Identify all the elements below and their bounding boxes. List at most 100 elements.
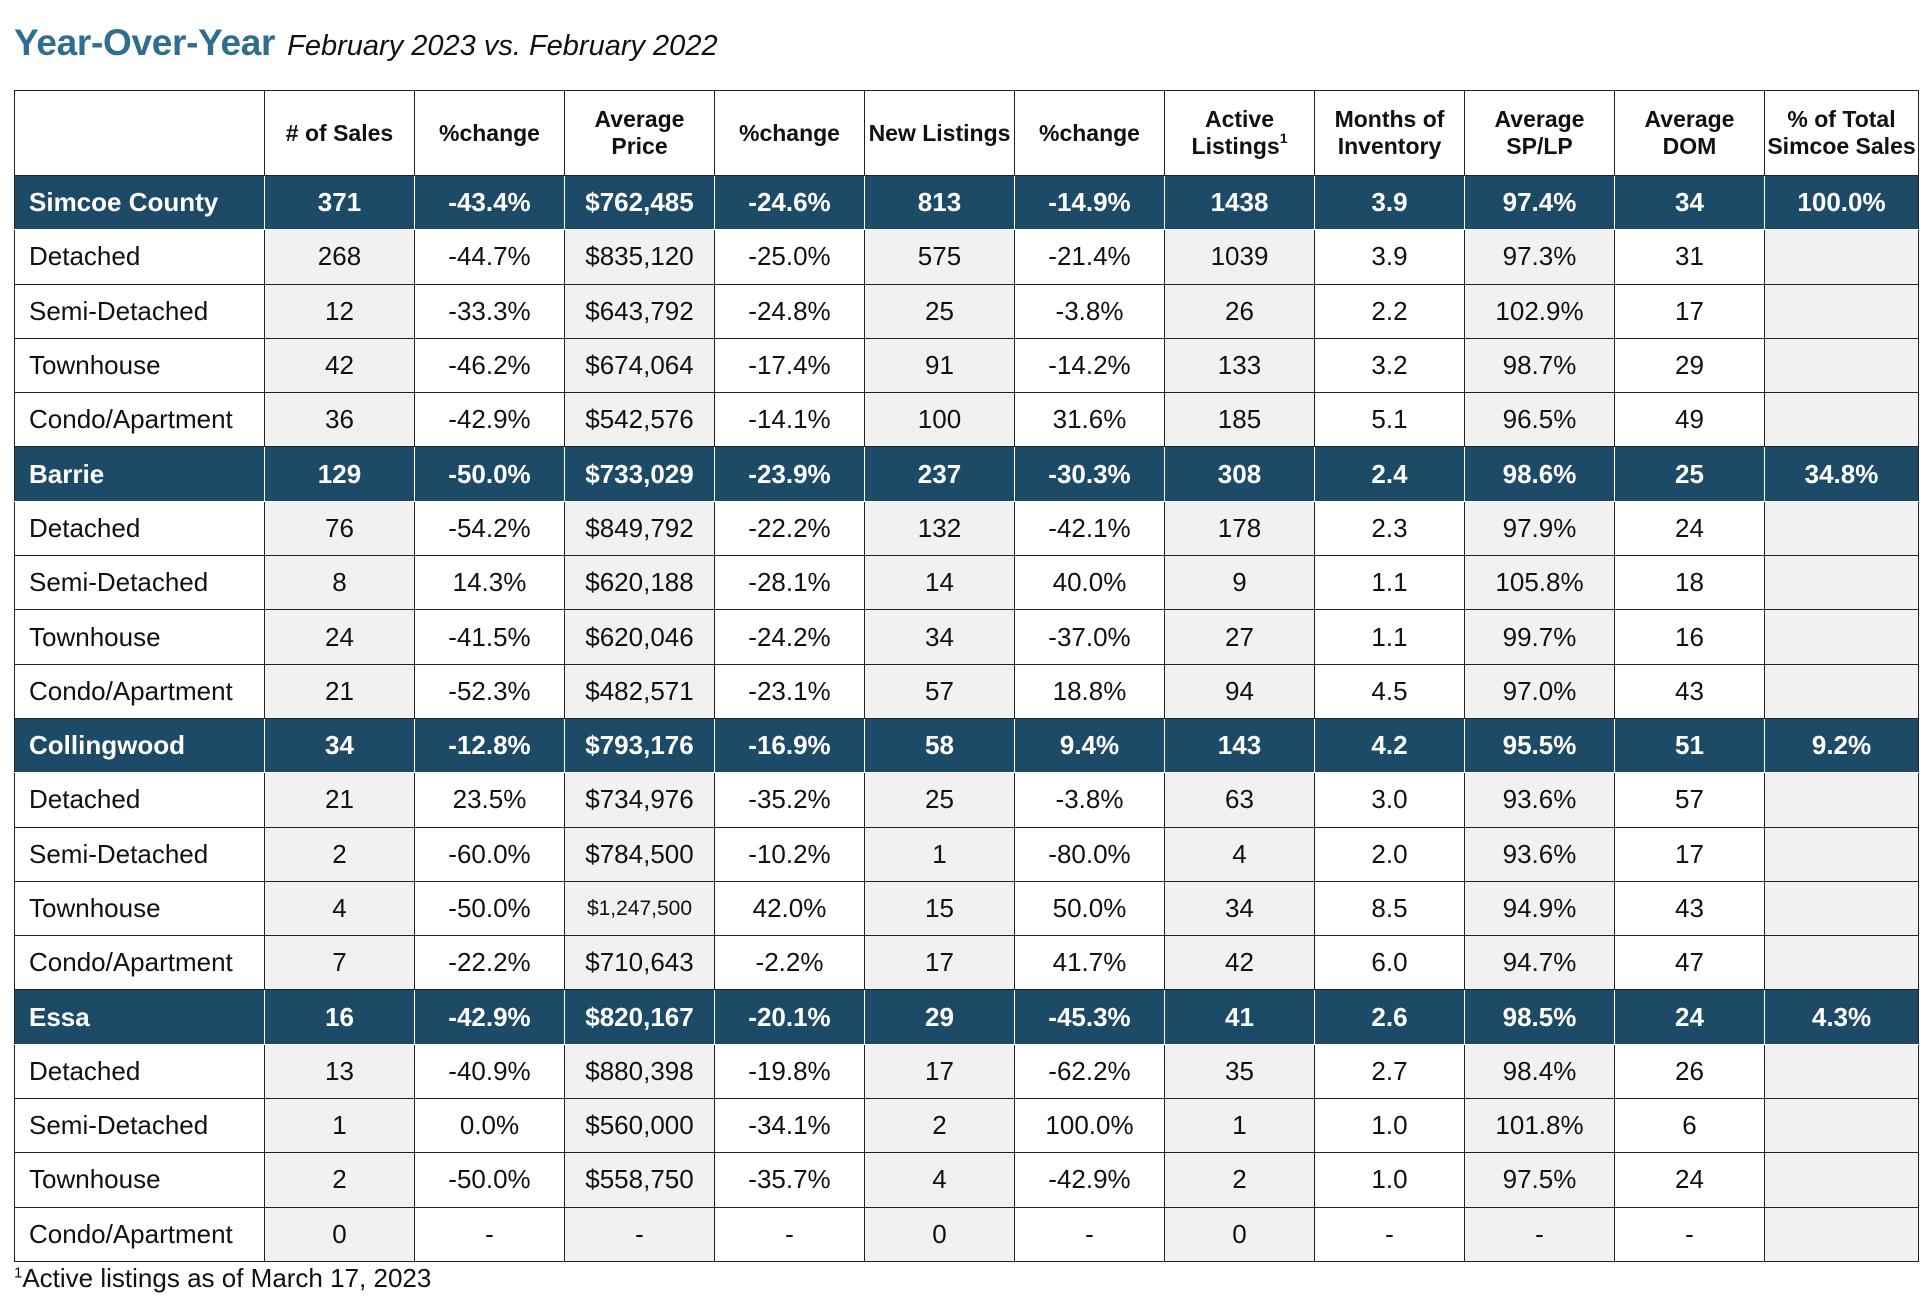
cell-new-listings: 4 [864, 1152, 1015, 1208]
cell-listings-change: -42.1% [1014, 500, 1165, 557]
cell-sales: 12 [264, 283, 415, 339]
cell-price-change: - [714, 1206, 865, 1262]
cell-listings-change: -30.3% [1014, 446, 1165, 502]
cell-months-inventory: 2.6 [1314, 989, 1465, 1045]
cell-sales: 2 [264, 1152, 415, 1208]
table-row: Condo/Apartment 21 -52.3% $482,571 -23.1% 57 1… [14, 663, 1919, 719]
header-cell-average-dom: Average DOM [1614, 90, 1765, 176]
cell-new-listings: 237 [864, 446, 1015, 502]
cell-price-change: -28.1% [714, 555, 865, 611]
table-row: Semi-Detached 1 0.0% $560,000 -34.1% 2 100.0% 1… [14, 1098, 1919, 1154]
cell-listings-change: - [1014, 1206, 1165, 1262]
cell-new-listings: 813 [864, 174, 1015, 231]
cell-sales-change: -50.0% [414, 446, 565, 502]
page-title: Year-Over-Year February 2023 vs. Februar… [14, 22, 718, 70]
cell-new-listings: 17 [864, 1043, 1015, 1100]
cell-average-dom: 49 [1614, 392, 1765, 448]
cell-new-listings: 58 [864, 717, 1015, 774]
cell-sales: 0 [264, 1206, 415, 1262]
cell-sales-change: 23.5% [414, 772, 565, 828]
cell-percent-total: 34.8% [1764, 446, 1919, 502]
cell-percent-total: 100.0% [1764, 174, 1919, 231]
cell-average-sp-lp: 96.5% [1464, 392, 1615, 448]
header-cell-new-listings: New Listings [864, 90, 1015, 176]
cell-sales: 2 [264, 826, 415, 882]
cell-average-sp-lp: 98.7% [1464, 337, 1615, 394]
cell-average-price: - [564, 1206, 715, 1262]
cell-listings-change: 9.4% [1014, 717, 1165, 774]
cell-sales: 129 [264, 446, 415, 502]
table-row: Condo/Apartment 0- - -0-0- - - [14, 1206, 1919, 1262]
cell-sales-change: -44.7% [414, 229, 565, 285]
cell-average-dom: 16 [1614, 609, 1765, 665]
cell-new-listings: 29 [864, 989, 1015, 1045]
cell-months-inventory: 3.9 [1314, 229, 1465, 285]
cell-average-price: $620,046 [564, 609, 715, 665]
cell-percent-total [1764, 229, 1919, 285]
cell-sales-change: - [414, 1206, 565, 1262]
cell-row-label: Semi-Detached [14, 555, 265, 611]
cell-average-dom: 26 [1614, 1043, 1765, 1100]
cell-months-inventory: 2.3 [1314, 500, 1465, 557]
cell-average-dom: 17 [1614, 826, 1765, 882]
cell-percent-total [1764, 880, 1919, 937]
table-row: Detached 21 23.5% $734,976 -35.2% 25 -3.8% 63 3.… [14, 772, 1919, 828]
cell-average-sp-lp: 94.9% [1464, 880, 1615, 937]
cell-months-inventory: 8.5 [1314, 880, 1465, 937]
table-row: Townhouse 42 -46.2% $674,064 -17.4% 91 -14.2% 1… [14, 337, 1919, 394]
table-row: Townhouse 2 -50.0% $558,750 -35.7% 4 -42.9% 2 1.… [14, 1152, 1919, 1208]
cell-price-change: -23.1% [714, 663, 865, 719]
cell-active-listings: 133 [1164, 337, 1315, 394]
cell-price-change: -19.8% [714, 1043, 865, 1100]
cell-sales-change: 14.3% [414, 555, 565, 611]
cell-average-price: $482,571 [564, 663, 715, 719]
footnote-text: Active listings as of March 17, 2023 [22, 1263, 432, 1293]
cell-average-sp-lp: 97.5% [1464, 1152, 1615, 1208]
cell-price-change: -35.7% [714, 1152, 865, 1208]
region-row: Simcoe County 371 -43.4% $762,485 -24.6% 813-… [14, 174, 1919, 231]
footnote: 1Active listings as of March 17, 2023 [14, 1263, 431, 1294]
cell-average-sp-lp: 98.6% [1464, 446, 1615, 502]
cell-sales: 76 [264, 500, 415, 557]
cell-active-listings: 4 [1164, 826, 1315, 882]
cell-active-listings: 94 [1164, 663, 1315, 719]
cell-listings-change: -45.3% [1014, 989, 1165, 1045]
cell-listings-change: -14.2% [1014, 337, 1165, 394]
table-row: Semi-Detached 12 -33.3% $643,792 -24.8% 25 -3.… [14, 283, 1919, 339]
cell-active-listings: 143 [1164, 717, 1315, 774]
cell-listings-change: -21.4% [1014, 229, 1165, 285]
cell-sales: 4 [264, 880, 415, 937]
cell-percent-total [1764, 283, 1919, 339]
cell-row-label: Condo/Apartment [14, 663, 265, 719]
cell-price-change: -35.2% [714, 772, 865, 828]
cell-row-label: Condo/Apartment [14, 935, 265, 991]
cell-months-inventory: 3.0 [1314, 772, 1465, 828]
cell-row-label: Barrie [14, 446, 265, 502]
cell-price-change: -23.9% [714, 446, 865, 502]
cell-new-listings: 25 [864, 283, 1015, 339]
cell-price-change: -22.2% [714, 500, 865, 557]
cell-months-inventory: 3.2 [1314, 337, 1465, 394]
cell-average-dom: 34 [1614, 174, 1765, 231]
cell-average-sp-lp: 97.9% [1464, 500, 1615, 557]
table-row: Townhouse 24 -41.5% $620,046 -24.2% 34 -37.0% 2… [14, 609, 1919, 665]
cell-sales: 16 [264, 989, 415, 1045]
cell-average-dom: 47 [1614, 935, 1765, 991]
cell-months-inventory: 1.1 [1314, 609, 1465, 665]
cell-active-listings: 0 [1164, 1206, 1315, 1262]
cell-row-label: Townhouse [14, 1152, 265, 1208]
cell-average-price: $710,643 [564, 935, 715, 991]
cell-months-inventory: 1.0 [1314, 1098, 1465, 1154]
cell-listings-change: -3.8% [1014, 283, 1165, 339]
cell-percent-total: 9.2% [1764, 717, 1919, 774]
cell-average-price: $558,750 [564, 1152, 715, 1208]
cell-average-sp-lp: 97.3% [1464, 229, 1615, 285]
cell-sales: 34 [264, 717, 415, 774]
cell-percent-total [1764, 663, 1919, 719]
header-cell-sales: # of Sales [264, 90, 415, 176]
cell-listings-change: 100.0% [1014, 1098, 1165, 1154]
cell-sales: 1 [264, 1098, 415, 1154]
cell-listings-change: -37.0% [1014, 609, 1165, 665]
cell-price-change: -24.2% [714, 609, 865, 665]
cell-percent-total: 4.3% [1764, 989, 1919, 1045]
